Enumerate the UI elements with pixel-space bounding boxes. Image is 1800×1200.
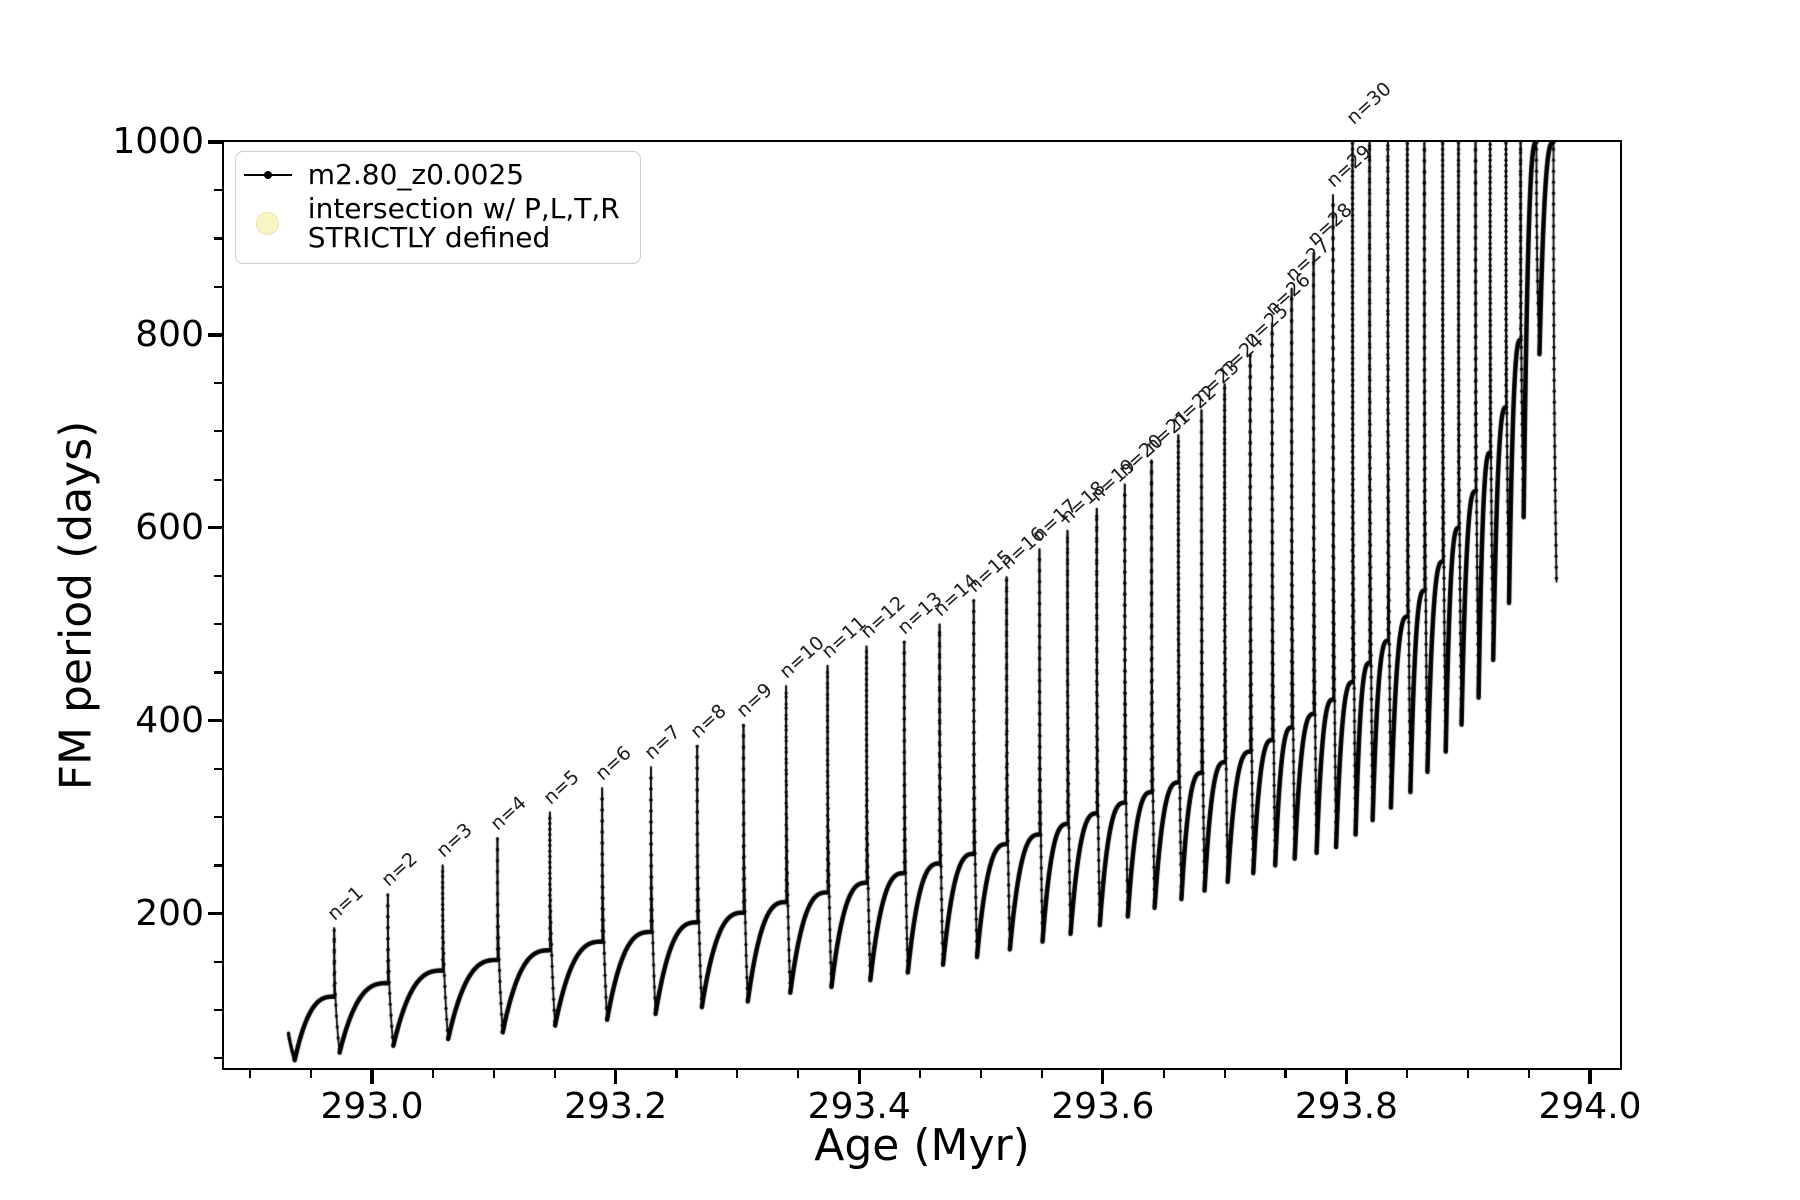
legend-entry-intersection: intersection w/ P,L,T,R STRICTLY defined	[244, 191, 620, 255]
y-minor-tick	[213, 864, 222, 867]
y-major-tick	[207, 719, 222, 723]
line-marker-dot-icon	[263, 170, 272, 179]
y-minor-tick	[213, 574, 222, 578]
circle-marker-icon	[256, 211, 280, 235]
y-minor-tick	[213, 960, 222, 963]
legend-circle-handle	[244, 208, 292, 238]
x-minor-tick	[492, 1070, 495, 1079]
x-minor-tick	[553, 1070, 556, 1079]
y-minor-tick	[213, 430, 222, 433]
y-minor-tick	[213, 767, 222, 771]
x-minor-tick	[736, 1070, 739, 1079]
x-minor-tick	[919, 1070, 922, 1079]
x-major-tick	[370, 1070, 374, 1085]
y-tick-label: 800	[135, 313, 204, 355]
y-major-tick	[207, 526, 222, 530]
y-minor-tick	[213, 237, 222, 240]
y-minor-tick	[213, 816, 222, 819]
y-major-tick	[207, 333, 222, 337]
plot-area: m2.80_z0.0025 intersection w/ P,L,T,R ST…	[221, 139, 1622, 1070]
y-minor-tick	[213, 1057, 222, 1060]
x-axis-label: Age (Myr)	[814, 1120, 1030, 1171]
y-major-tick	[207, 912, 222, 916]
x-tick-label: 293.4	[807, 1086, 911, 1127]
y-minor-tick	[213, 478, 222, 481]
legend-entry-series: m2.80_z0.0025	[243, 157, 620, 191]
x-minor-tick	[1040, 1070, 1043, 1079]
x-tick-label: 293.0	[320, 1086, 424, 1127]
y-major-tick	[207, 140, 222, 144]
legend-line-handle	[243, 160, 292, 190]
y-minor-tick	[213, 623, 222, 626]
x-minor-tick	[797, 1070, 800, 1079]
x-tick-label: 293.8	[1294, 1086, 1398, 1127]
y-tick-label: 200	[135, 892, 204, 934]
x-minor-tick	[1223, 1070, 1226, 1079]
x-tick-label: 293.6	[1051, 1086, 1155, 1127]
x-major-tick	[857, 1070, 861, 1085]
y-minor-tick	[213, 189, 222, 192]
y-minor-tick	[213, 671, 222, 674]
y-minor-tick	[213, 382, 222, 385]
x-major-tick	[1101, 1070, 1105, 1085]
x-minor-tick	[675, 1070, 678, 1079]
x-minor-tick	[1406, 1070, 1409, 1079]
x-major-tick	[1588, 1070, 1592, 1085]
legend-intersection-line2: STRICTLY defined	[307, 221, 551, 255]
legend: m2.80_z0.0025 intersection w/ P,L,T,R ST…	[234, 150, 641, 265]
legend-series-label: m2.80_z0.0025	[307, 157, 525, 191]
x-minor-tick	[1467, 1070, 1470, 1079]
x-major-tick	[1344, 1070, 1348, 1085]
y-tick-label: 1000	[112, 121, 204, 162]
x-tick-label: 294.0	[1538, 1086, 1642, 1127]
chart-canvas	[223, 141, 1620, 1068]
y-minor-tick	[213, 285, 222, 288]
y-tick-label: 600	[135, 506, 204, 548]
x-minor-tick	[1162, 1070, 1165, 1079]
x-minor-tick	[1528, 1070, 1531, 1079]
legend-intersection-line1: intersection w/ P,L,T,R	[307, 191, 620, 225]
x-tick-label: 293.2	[564, 1086, 668, 1127]
legend-intersection-label: intersection w/ P,L,T,R STRICTLY defined	[307, 191, 620, 255]
pulse-label-text: n=30	[1341, 78, 1396, 130]
x-major-tick	[614, 1070, 618, 1085]
x-minor-tick	[249, 1070, 252, 1079]
y-tick-label: 400	[135, 699, 204, 741]
x-minor-tick	[309, 1070, 313, 1079]
y-minor-tick	[213, 1009, 222, 1012]
x-minor-tick	[1284, 1070, 1287, 1079]
x-minor-tick	[431, 1070, 434, 1079]
x-minor-tick	[979, 1070, 983, 1079]
